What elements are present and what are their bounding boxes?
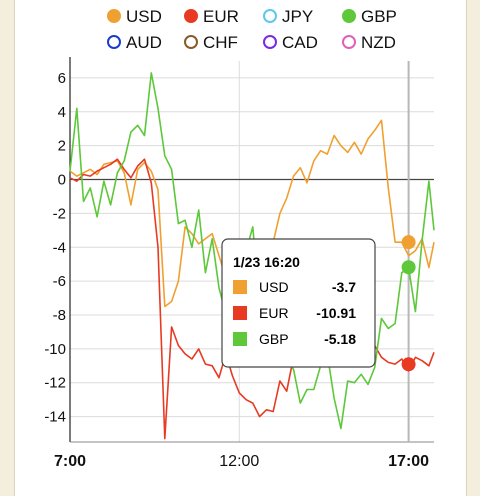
y-tick-label: -2: [53, 205, 66, 222]
legend-swatch-usd: [107, 9, 121, 23]
legend-swatch-gbp: [342, 9, 356, 23]
y-tick-label: 4: [58, 104, 66, 121]
legend-label-gbp: GBP: [361, 7, 397, 26]
legend-label-nzd: NZD: [361, 33, 396, 52]
y-tick-label: 0: [58, 172, 66, 189]
legend-label-eur: EUR: [203, 7, 239, 26]
tooltip-name-usd: USD: [259, 279, 289, 295]
hover-marker-gbp: [401, 260, 416, 275]
hover-marker-eur: [401, 357, 416, 372]
y-tick-label: -14: [44, 409, 66, 426]
legend-label-jpy: JPY: [282, 7, 313, 26]
tooltip-swatch-usd: [233, 280, 247, 294]
legend-swatch-nzd: [342, 35, 356, 49]
y-tick-label: -8: [53, 307, 66, 324]
y-tick-label: 2: [58, 138, 66, 155]
tooltip-name-gbp: GBP: [259, 331, 289, 347]
y-tick-label: 6: [58, 70, 66, 87]
legend-item-aud[interactable]: AUD: [107, 33, 162, 52]
legend-label-cad: CAD: [282, 33, 318, 52]
tooltip-name-eur: EUR: [259, 305, 289, 321]
tooltip-time: 1/23 16:20: [233, 254, 300, 270]
legend-label-chf: CHF: [203, 33, 238, 52]
x-tick-label: 12:00: [219, 453, 259, 470]
y-tick-label: -4: [53, 239, 66, 256]
x-tick-label: 7:00: [54, 453, 86, 470]
legend-item-usd[interactable]: USD: [107, 7, 162, 26]
tooltip: 1/23 16:20 USD -3.7 EUR -10.91 GBP -5.18: [221, 238, 376, 368]
legend-item-chf[interactable]: CHF: [184, 33, 238, 52]
y-tick-label: -12: [44, 375, 66, 392]
y-tick-label: -6: [53, 273, 66, 290]
tooltip-value-usd: -3.7: [332, 279, 356, 295]
tooltip-box: [221, 238, 376, 368]
legend-item-eur[interactable]: EUR: [184, 7, 239, 26]
tooltip-value-eur: -10.91: [316, 305, 356, 321]
series-line-gbp: [69, 72, 435, 430]
legend-item-jpy[interactable]: JPY: [263, 7, 313, 26]
tooltip-value-gbp: -5.18: [324, 331, 356, 347]
tooltip-swatch-gbp: [233, 332, 247, 346]
legend-label-aud: AUD: [126, 33, 162, 52]
legend-swatch-eur: [184, 9, 198, 23]
y-tick-label: -10: [44, 341, 66, 358]
legend-item-gbp[interactable]: GBP: [342, 7, 397, 26]
tooltip-swatch-eur: [233, 306, 247, 320]
legend-item-cad[interactable]: CAD: [263, 33, 318, 52]
hover-marker-usd: [401, 235, 416, 250]
x-tick-label: 17:00: [388, 453, 429, 470]
legend-label-usd: USD: [126, 7, 162, 26]
legend-swatch-aud: [107, 35, 121, 49]
legend-item-nzd[interactable]: NZD: [342, 33, 396, 52]
legend-swatch-chf: [184, 35, 198, 49]
legend-swatch-cad: [263, 35, 277, 49]
legend-swatch-jpy: [263, 9, 277, 23]
